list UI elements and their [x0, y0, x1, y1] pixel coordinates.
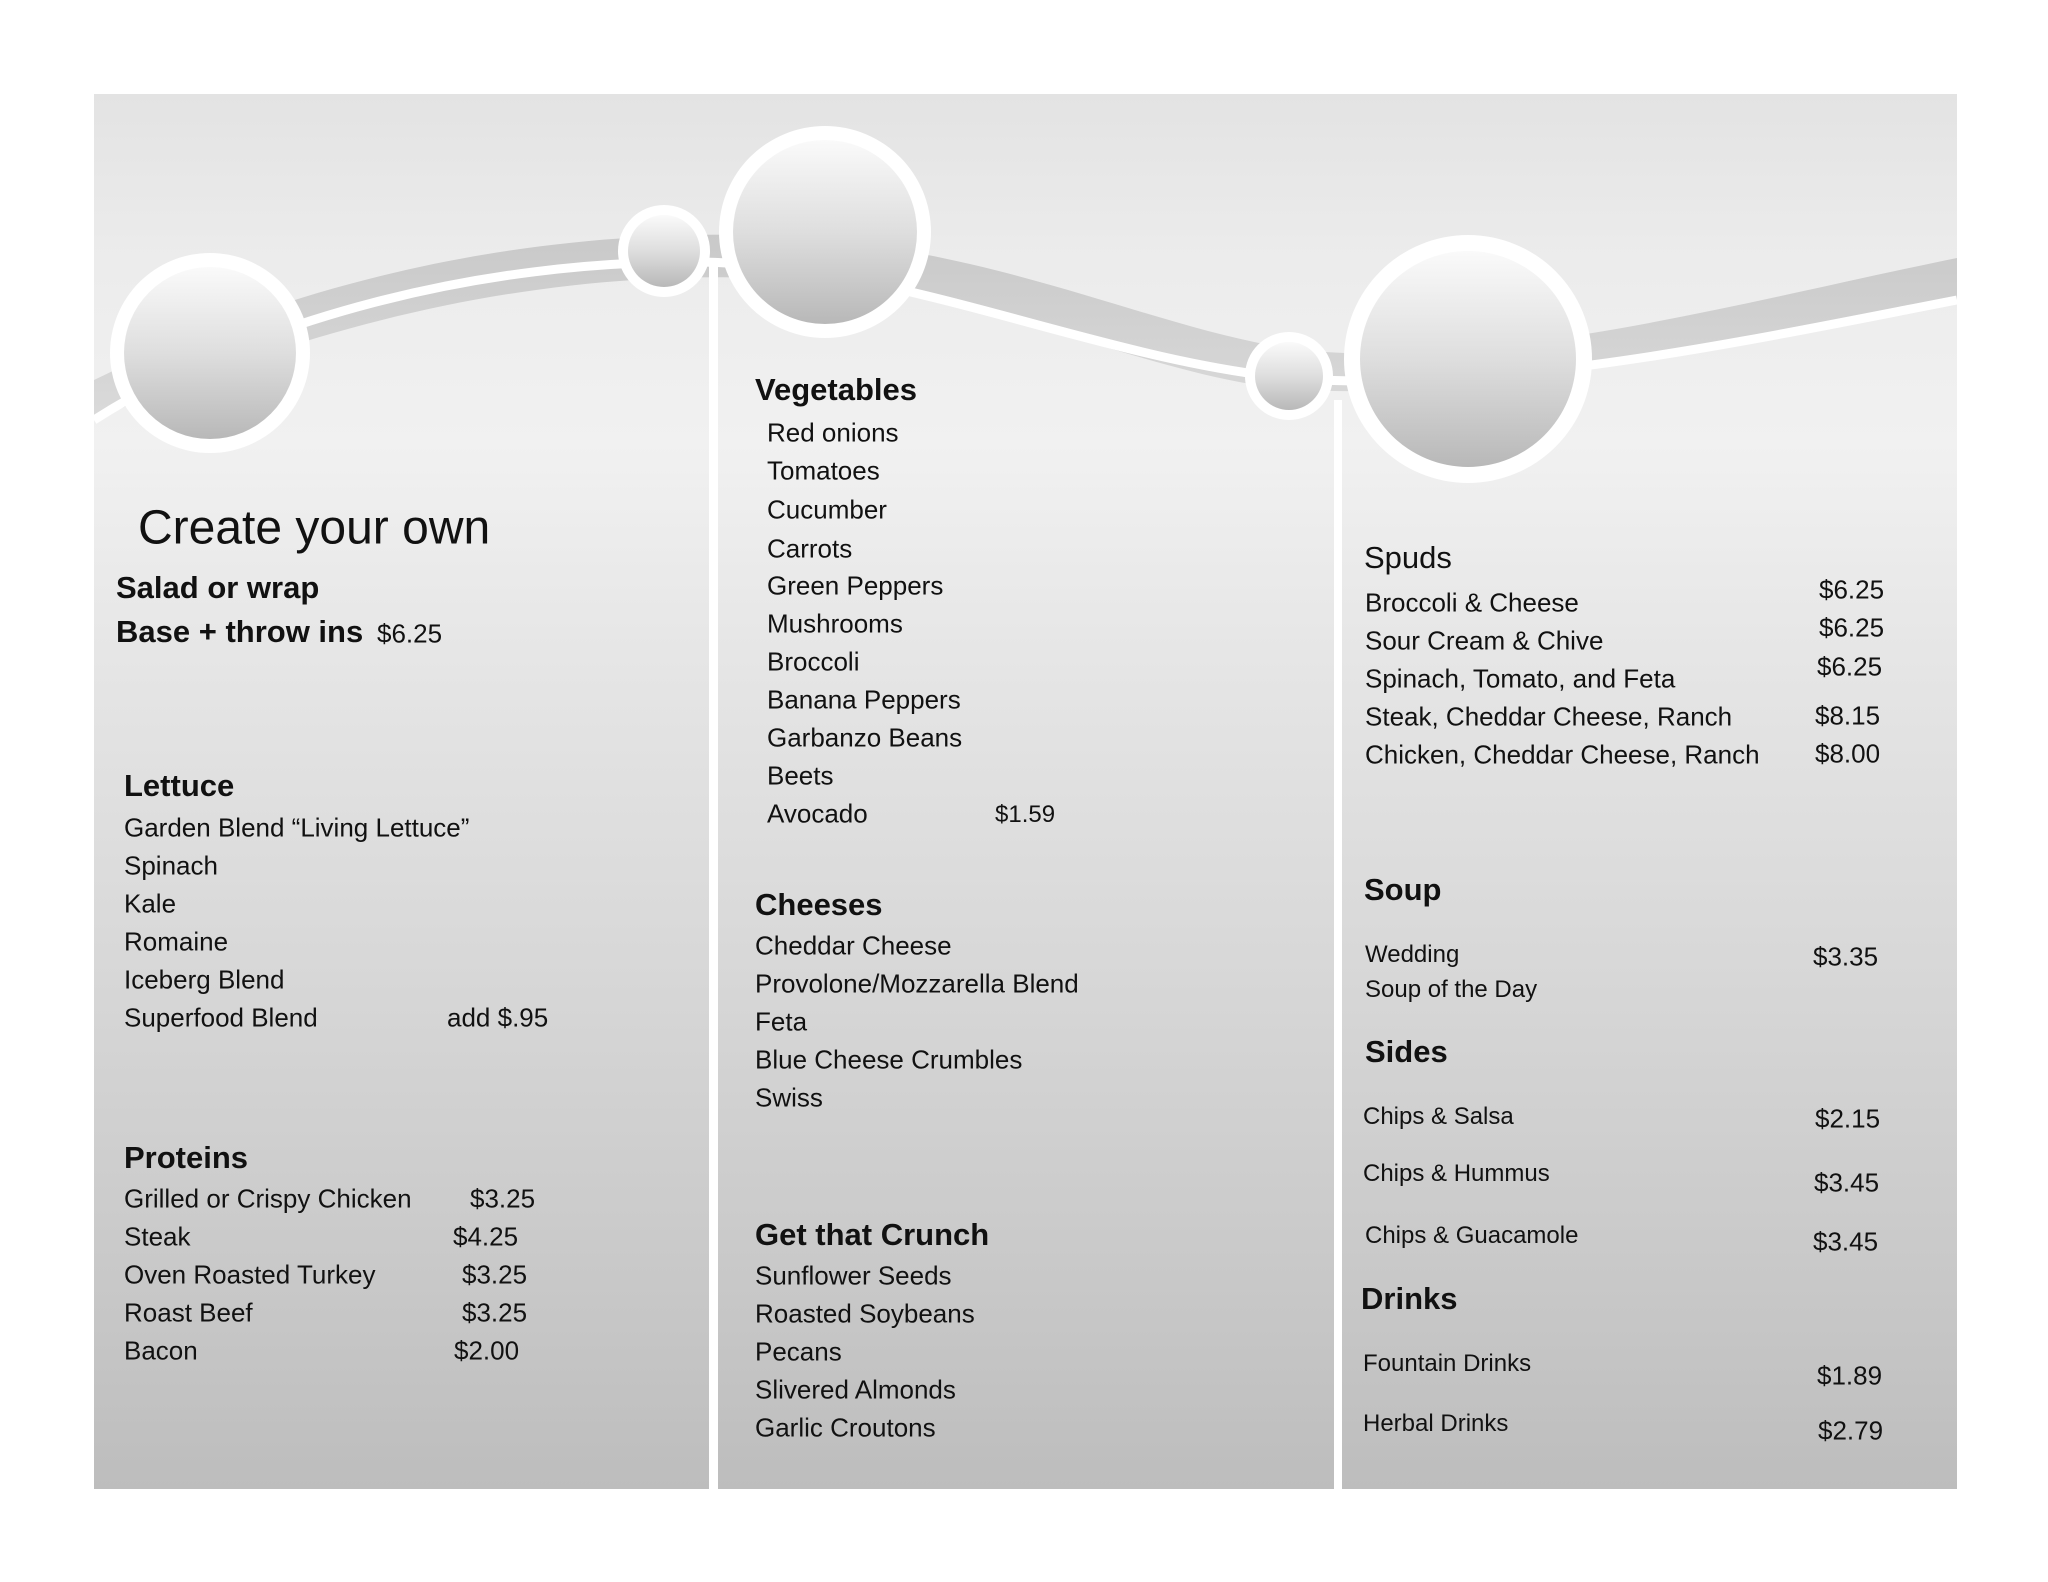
item-price: $8.00: [1815, 738, 1881, 769]
menu-item: Steak: [124, 1221, 191, 1252]
item-price: $8.15: [1815, 700, 1881, 731]
menu-item: Oven Roasted Turkey: [124, 1259, 376, 1290]
menu-item: Romaine: [124, 926, 229, 957]
item-price: $1.89: [1817, 1360, 1883, 1391]
gray-wave-band: [94, 234, 1957, 420]
menu-item: Chips & Guacamole: [1365, 1222, 1579, 1249]
section-heading-lettuce: Lettuce: [124, 768, 235, 803]
section-heading-vegetables: Vegetables: [755, 372, 917, 407]
item-price: $6.25: [1819, 612, 1885, 643]
base-price: $6.25: [377, 618, 443, 649]
menu-item: Superfood Blend: [124, 1002, 318, 1033]
item-price: $2.15: [1815, 1103, 1881, 1134]
menu-item: Chips & Hummus: [1363, 1160, 1550, 1187]
subtitle: Salad or wrap: [116, 570, 320, 605]
menu-item: Avocado: [767, 798, 868, 829]
column-divider: [709, 262, 718, 1502]
white-wave-line: [91, 257, 1958, 424]
section-heading-cheeses: Cheeses: [755, 887, 883, 922]
section-heading-proteins: Proteins: [124, 1140, 249, 1175]
menu-item: Swiss: [755, 1082, 823, 1113]
menu-item: Herbal Drinks: [1363, 1410, 1509, 1437]
menu-item: Cucumber: [767, 494, 887, 525]
menu-item: Cheddar Cheese: [755, 930, 952, 961]
item-price: $3.25: [462, 1259, 528, 1290]
menu-item: Soup of the Day: [1365, 976, 1538, 1003]
menu-item: Red onions: [767, 417, 899, 448]
section-heading-soup: Soup: [1364, 872, 1442, 907]
menu-item: Pecans: [755, 1336, 842, 1367]
menu-item: Iceberg Blend: [124, 964, 285, 995]
menu-item: Wedding: [1365, 941, 1460, 968]
menu-item: Kale: [124, 888, 177, 919]
menu-item: Chicken, Cheddar Cheese, Ranch: [1365, 739, 1760, 770]
menu-item: Bacon: [124, 1335, 198, 1366]
menu-item: Feta: [755, 1006, 808, 1037]
menu-item: Chips & Salsa: [1363, 1103, 1514, 1130]
menu-item: Carrots: [767, 533, 853, 564]
item-price: $3.45: [1814, 1167, 1880, 1198]
menu-item: Tomatoes: [767, 455, 880, 486]
menu-item: Garlic Croutons: [755, 1412, 936, 1443]
menu-item: Fountain Drinks: [1363, 1350, 1532, 1377]
menu-item: Beets: [767, 760, 834, 791]
menu-item: Garden Blend “Living Lettuce”: [124, 812, 470, 843]
item-price: $3.35: [1813, 941, 1879, 972]
menu-item: Roast Beef: [124, 1297, 253, 1328]
menu-item: Slivered Almonds: [755, 1374, 956, 1405]
section-heading-sides: Sides: [1365, 1034, 1448, 1069]
menu-item: Spinach: [124, 850, 218, 881]
menu-item: Sunflower Seeds: [755, 1260, 952, 1291]
menu-item: Broccoli & Cheese: [1365, 587, 1579, 618]
item-price: add $.95: [447, 1002, 549, 1033]
menu-item: Roasted Soybeans: [755, 1298, 975, 1329]
item-price: $4.25: [453, 1221, 519, 1252]
menu-item: Grilled or Crispy Chicken: [124, 1183, 412, 1214]
menu-item: Banana Peppers: [767, 684, 961, 715]
menu-item: Blue Cheese Crumbles: [755, 1044, 1023, 1075]
item-price: $3.25: [470, 1183, 536, 1214]
circle-decor: [110, 126, 1592, 483]
item-price: $3.45: [1813, 1226, 1879, 1257]
menu-item: Green Peppers: [767, 570, 944, 601]
item-price: $1.59: [995, 801, 1056, 828]
item-price: $2.79: [1818, 1415, 1884, 1446]
menu-item: Spinach, Tomato, and Feta: [1365, 663, 1676, 694]
item-price: $6.25: [1819, 574, 1885, 605]
menu-item: Mushrooms: [767, 608, 903, 639]
section-heading-crunch: Get that Crunch: [755, 1217, 990, 1252]
menu-item: Broccoli: [767, 646, 860, 677]
menu-item: Garbanzo Beans: [767, 722, 963, 753]
item-price: $3.25: [462, 1297, 528, 1328]
page-title: Create your own: [138, 501, 491, 555]
section-heading-spuds: Spuds: [1364, 540, 1452, 575]
base-label: Base + throw ins: [116, 614, 364, 649]
menu-item: Sour Cream & Chive: [1365, 625, 1604, 656]
section-heading-drinks: Drinks: [1361, 1281, 1458, 1316]
column-divider: [1334, 400, 1342, 1490]
menu-item: Steak, Cheddar Cheese, Ranch: [1365, 701, 1733, 732]
menu-item: Provolone/Mozzarella Blend: [755, 968, 1079, 999]
item-price: $6.25: [1817, 651, 1883, 682]
item-price: $2.00: [454, 1335, 520, 1366]
